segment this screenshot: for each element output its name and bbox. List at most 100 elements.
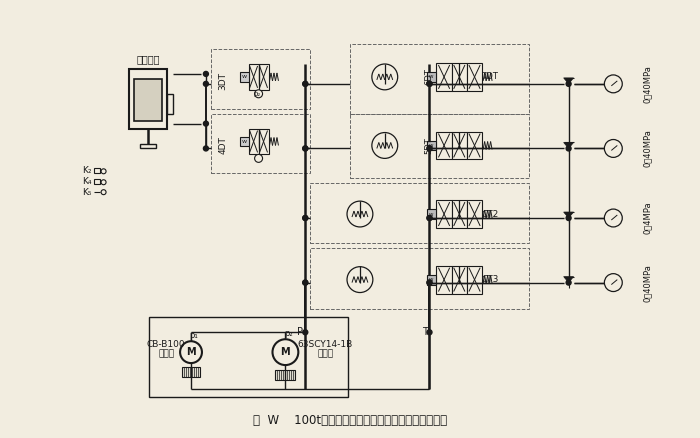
Text: 63SCY14-1B: 63SCY14-1B [298,340,353,349]
Circle shape [347,267,373,293]
Text: w: w [429,277,434,282]
Circle shape [372,133,398,159]
Bar [426,72,436,82]
Circle shape [204,71,209,76]
Text: 6DT: 6DT [424,68,433,85]
Bar [140,145,156,148]
Circle shape [204,81,209,86]
Circle shape [566,215,571,220]
Circle shape [604,274,622,292]
Bar [452,131,467,159]
Bar [436,266,452,293]
Text: T: T [421,327,428,337]
Circle shape [101,180,106,185]
Text: K₅: K₅ [82,187,92,197]
Bar [239,72,248,82]
Circle shape [303,330,308,335]
Text: 0～4MPa: 0～4MPa [643,201,652,234]
Circle shape [427,280,432,285]
Text: 3DT: 3DT [218,72,228,90]
Text: w: w [241,139,246,144]
Circle shape [255,155,262,162]
Text: 上液压缸: 上液压缸 [136,54,160,64]
Circle shape [427,215,432,220]
Text: K₂: K₂ [82,166,92,175]
Polygon shape [564,78,573,84]
Bar [248,129,258,155]
Polygon shape [564,142,573,148]
Circle shape [303,280,308,285]
Circle shape [427,215,432,220]
Text: 7DT: 7DT [482,72,498,81]
Circle shape [204,121,209,126]
Text: 4DT: 4DT [218,137,228,155]
Bar [149,318,348,397]
Bar [211,49,310,109]
Circle shape [604,209,622,227]
Circle shape [427,81,432,86]
Circle shape [427,81,432,86]
Text: p₂: p₂ [284,329,293,338]
Bar [452,266,467,293]
Bar [467,63,482,91]
Text: CB-B100: CB-B100 [147,340,186,349]
Circle shape [303,81,308,86]
Bar [350,114,529,178]
Bar [452,200,467,228]
Circle shape [566,280,571,285]
Bar [426,209,436,219]
Bar [467,266,482,293]
Bar [276,370,295,380]
Bar [436,200,452,228]
Circle shape [303,81,308,86]
Bar [258,129,269,155]
Bar [426,275,436,285]
Circle shape [303,215,308,220]
Bar [248,64,258,90]
Circle shape [372,64,398,90]
Circle shape [272,339,298,365]
Bar [134,79,162,120]
Text: P: P [298,327,303,337]
Text: 5DT: 5DT [424,137,433,154]
Circle shape [180,341,202,363]
Circle shape [427,146,432,151]
Bar [182,367,200,377]
Bar [310,183,529,243]
Bar [258,64,269,90]
Circle shape [427,280,432,285]
Circle shape [566,146,571,151]
Text: 0～40MPa: 0～40MPa [643,130,652,167]
Circle shape [604,75,622,93]
Text: CT2: CT2 [482,209,498,219]
Text: 齿轮泵: 齿轮泵 [158,350,174,359]
Text: w: w [429,74,434,79]
Text: 柱塞泵: 柱塞泵 [317,350,333,359]
Text: w: w [241,74,246,79]
Bar [350,44,529,114]
Text: w: w [429,143,434,148]
Bar [436,131,452,159]
Circle shape [566,81,571,86]
Circle shape [101,169,106,174]
Text: K₄: K₄ [82,177,92,186]
Circle shape [347,201,373,227]
Bar [436,63,452,91]
Bar [239,137,248,146]
Text: M: M [186,347,196,357]
Polygon shape [564,212,573,218]
Bar [452,63,467,91]
Text: p₁: p₁ [190,331,198,340]
Bar [167,94,173,114]
Text: 0～40MPa: 0～40MPa [643,65,652,103]
Bar [467,200,482,228]
Circle shape [303,146,308,151]
Circle shape [303,146,308,151]
Bar [94,179,99,184]
Bar [426,141,436,150]
Text: M: M [281,347,290,357]
Circle shape [303,280,308,285]
Text: CT3: CT3 [482,275,499,284]
Text: 图  W    100t全自动整形压机液压原理图（上缸部分）: 图 W 100t全自动整形压机液压原理图（上缸部分） [253,414,447,427]
Bar [130,69,167,129]
